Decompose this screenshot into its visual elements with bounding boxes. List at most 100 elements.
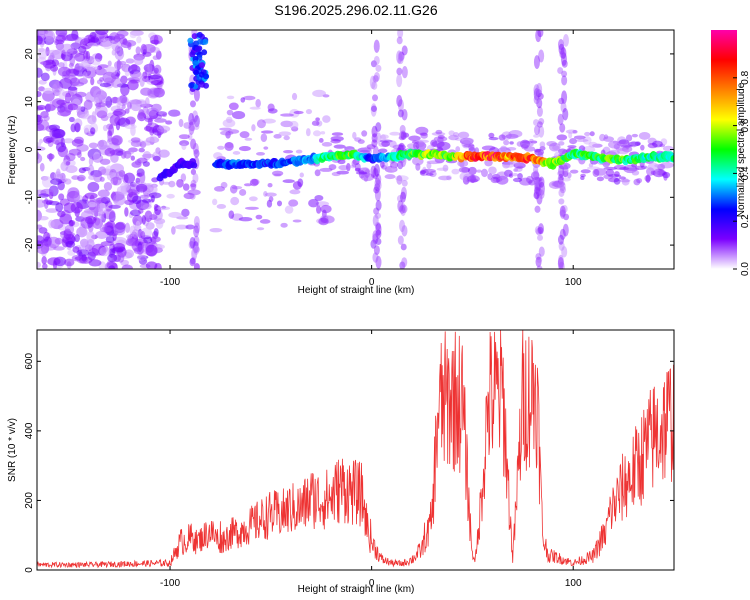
spectrogram-cell	[124, 222, 131, 234]
spectrogram-cell	[533, 95, 540, 105]
spectrogram-cell	[116, 97, 121, 110]
spectrogram-cell	[321, 142, 333, 147]
spectrogram-cell	[148, 192, 162, 199]
spectrogram-cell	[619, 179, 631, 183]
spectrogram-cell	[183, 192, 195, 200]
spectrogram-cell	[561, 70, 568, 78]
spectrogram-cell	[162, 113, 167, 118]
spectrogram-cell	[249, 106, 261, 110]
spectrogram-cell	[625, 167, 640, 171]
spectrogram-cell	[538, 223, 545, 235]
spectrogram-cell	[373, 71, 380, 82]
spectrogram-cell	[570, 169, 579, 174]
spectrogram-cell	[312, 89, 326, 98]
spectrogram-cell	[280, 113, 295, 117]
spectrogram-cell	[536, 82, 543, 97]
spectrogram-cell	[228, 102, 239, 111]
spectrogram-cell	[534, 205, 541, 213]
spectrogram-cell	[375, 223, 382, 236]
spectrogram-cell	[193, 245, 200, 255]
spectrogram-cell	[536, 98, 543, 109]
spectrogram-cell	[51, 83, 58, 94]
spectrogram-cell	[373, 186, 380, 194]
spectrogram-cell	[37, 142, 42, 147]
spectrogram-cell	[631, 133, 639, 138]
spectrogram-cell	[108, 204, 121, 209]
x-tick-label: 100	[565, 578, 582, 589]
spectrogram-cell	[102, 124, 109, 132]
spectrogram-cell	[216, 203, 227, 209]
spectrogram-cell	[375, 229, 382, 239]
spectrogram-cell	[278, 131, 292, 137]
spectrogram-cell	[588, 141, 598, 148]
spectrogram-cell	[209, 228, 223, 233]
spectrogram-cell	[226, 116, 233, 124]
spectrogram-cell	[375, 200, 382, 211]
spectrogram-cell	[587, 166, 600, 170]
spectrogram-cell	[398, 136, 405, 140]
spectrogram-cell	[74, 64, 83, 71]
spectrogram-cell	[551, 181, 565, 187]
spectrogram-cell	[37, 242, 50, 255]
spectrogram-cell	[192, 173, 199, 184]
spectrogram-cell	[546, 141, 557, 147]
spectrogram-cell	[74, 52, 86, 62]
spectrogram-cell	[65, 240, 76, 248]
spectrogram-cell	[400, 191, 407, 203]
spectrogram-cell	[318, 138, 324, 143]
spectrogram-cell	[178, 118, 184, 128]
spectrogram-cell	[132, 71, 143, 81]
spectrogram-cell	[435, 129, 443, 135]
spectrogram-cell	[563, 213, 570, 221]
spectrogram-cell	[45, 208, 59, 213]
spectrogram-cell	[189, 118, 196, 126]
spectrogram-cell	[559, 181, 566, 191]
spectrogram-cell	[115, 221, 126, 230]
spectrogram-cell	[538, 176, 545, 188]
spectrogram-cell	[74, 106, 85, 111]
spectrogram-cell	[463, 144, 475, 148]
spectrogram-cell	[263, 146, 269, 150]
spectrogram-cell	[561, 204, 568, 214]
spectrogram-cell	[498, 134, 506, 141]
spectrogram-cell	[519, 177, 533, 186]
spectrogram-cell	[567, 145, 577, 149]
spectrogram-cell	[255, 98, 261, 108]
spectrogram-cell	[398, 142, 405, 152]
spectrogram-cell	[142, 161, 150, 167]
spectrogram-cell	[633, 178, 641, 186]
spectrogram-cell	[99, 226, 112, 233]
spectrogram-cell	[552, 145, 560, 151]
spectrogram-cell	[57, 62, 65, 68]
spectrogram-cell	[114, 60, 123, 70]
spectrogram-cell	[372, 233, 379, 245]
spectrogram-cell	[397, 30, 404, 39]
spectrogram-cell	[130, 140, 143, 148]
spectrogram-cell	[370, 165, 377, 178]
spectrogram-cell	[538, 189, 545, 199]
spectrogram-cell	[67, 187, 80, 199]
spectrogram-cell	[360, 173, 375, 182]
spectrogram-cell	[48, 153, 53, 162]
spectrogram-cell	[90, 77, 95, 86]
spectrogram-cell	[533, 186, 540, 200]
spectrogram-cell	[99, 176, 105, 182]
spectrogram-cell	[182, 183, 190, 191]
spectrogram-cell	[455, 146, 461, 153]
spectrogram-cell	[375, 255, 382, 269]
spectrogram-cell	[125, 58, 135, 64]
spectrogram-cell	[128, 99, 142, 105]
snr-series-line	[37, 330, 674, 569]
spectrogram-cell	[190, 257, 197, 265]
spectrogram-cell	[100, 241, 115, 246]
spectrogram-cell	[147, 62, 153, 75]
spectrogram-cell	[419, 132, 428, 137]
spectrogram-cell	[82, 71, 88, 82]
spectrogram-cell	[45, 30, 56, 43]
spectrogram-cell	[355, 171, 368, 175]
spectrogram-cell	[398, 131, 405, 141]
snr-panel: -100 0 100 0 200 400 600 Height of straight l…	[7, 329, 675, 595]
spectrogram-cell	[83, 99, 93, 110]
spectrogram-cell	[536, 193, 543, 205]
spectrogram-cell	[558, 188, 565, 197]
